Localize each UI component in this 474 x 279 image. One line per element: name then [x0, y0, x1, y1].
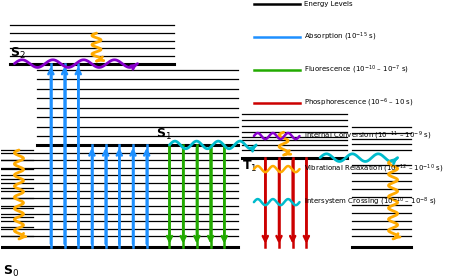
Text: Vibrational Relaxation (10$^{-12}$ – 10$^{-10}$ s): Vibrational Relaxation (10$^{-12}$ – 10$… [304, 163, 444, 175]
Text: S$_2$: S$_2$ [10, 46, 26, 61]
Text: S$_1$: S$_1$ [156, 127, 172, 142]
Text: T$_1$: T$_1$ [243, 159, 258, 174]
Text: Energy Levels: Energy Levels [304, 1, 353, 7]
Text: S$_0$: S$_0$ [3, 264, 19, 279]
Text: Intersystem Crossing (10$^{-10}$ – 10$^{-8}$ s): Intersystem Crossing (10$^{-10}$ – 10$^{… [304, 196, 437, 208]
Text: Fluorescence (10$^{-10}$ – 10$^{-7}$ s): Fluorescence (10$^{-10}$ – 10$^{-7}$ s) [304, 64, 409, 76]
Text: Phosphorescence (10$^{-6}$ – 10 s): Phosphorescence (10$^{-6}$ – 10 s) [304, 97, 414, 109]
Text: Internal Conversion (10$^{-11}$ – 10$^{-9}$ s): Internal Conversion (10$^{-11}$ – 10$^{-… [304, 130, 431, 142]
Text: Absorption (10$^{-15}$ s): Absorption (10$^{-15}$ s) [304, 31, 376, 43]
